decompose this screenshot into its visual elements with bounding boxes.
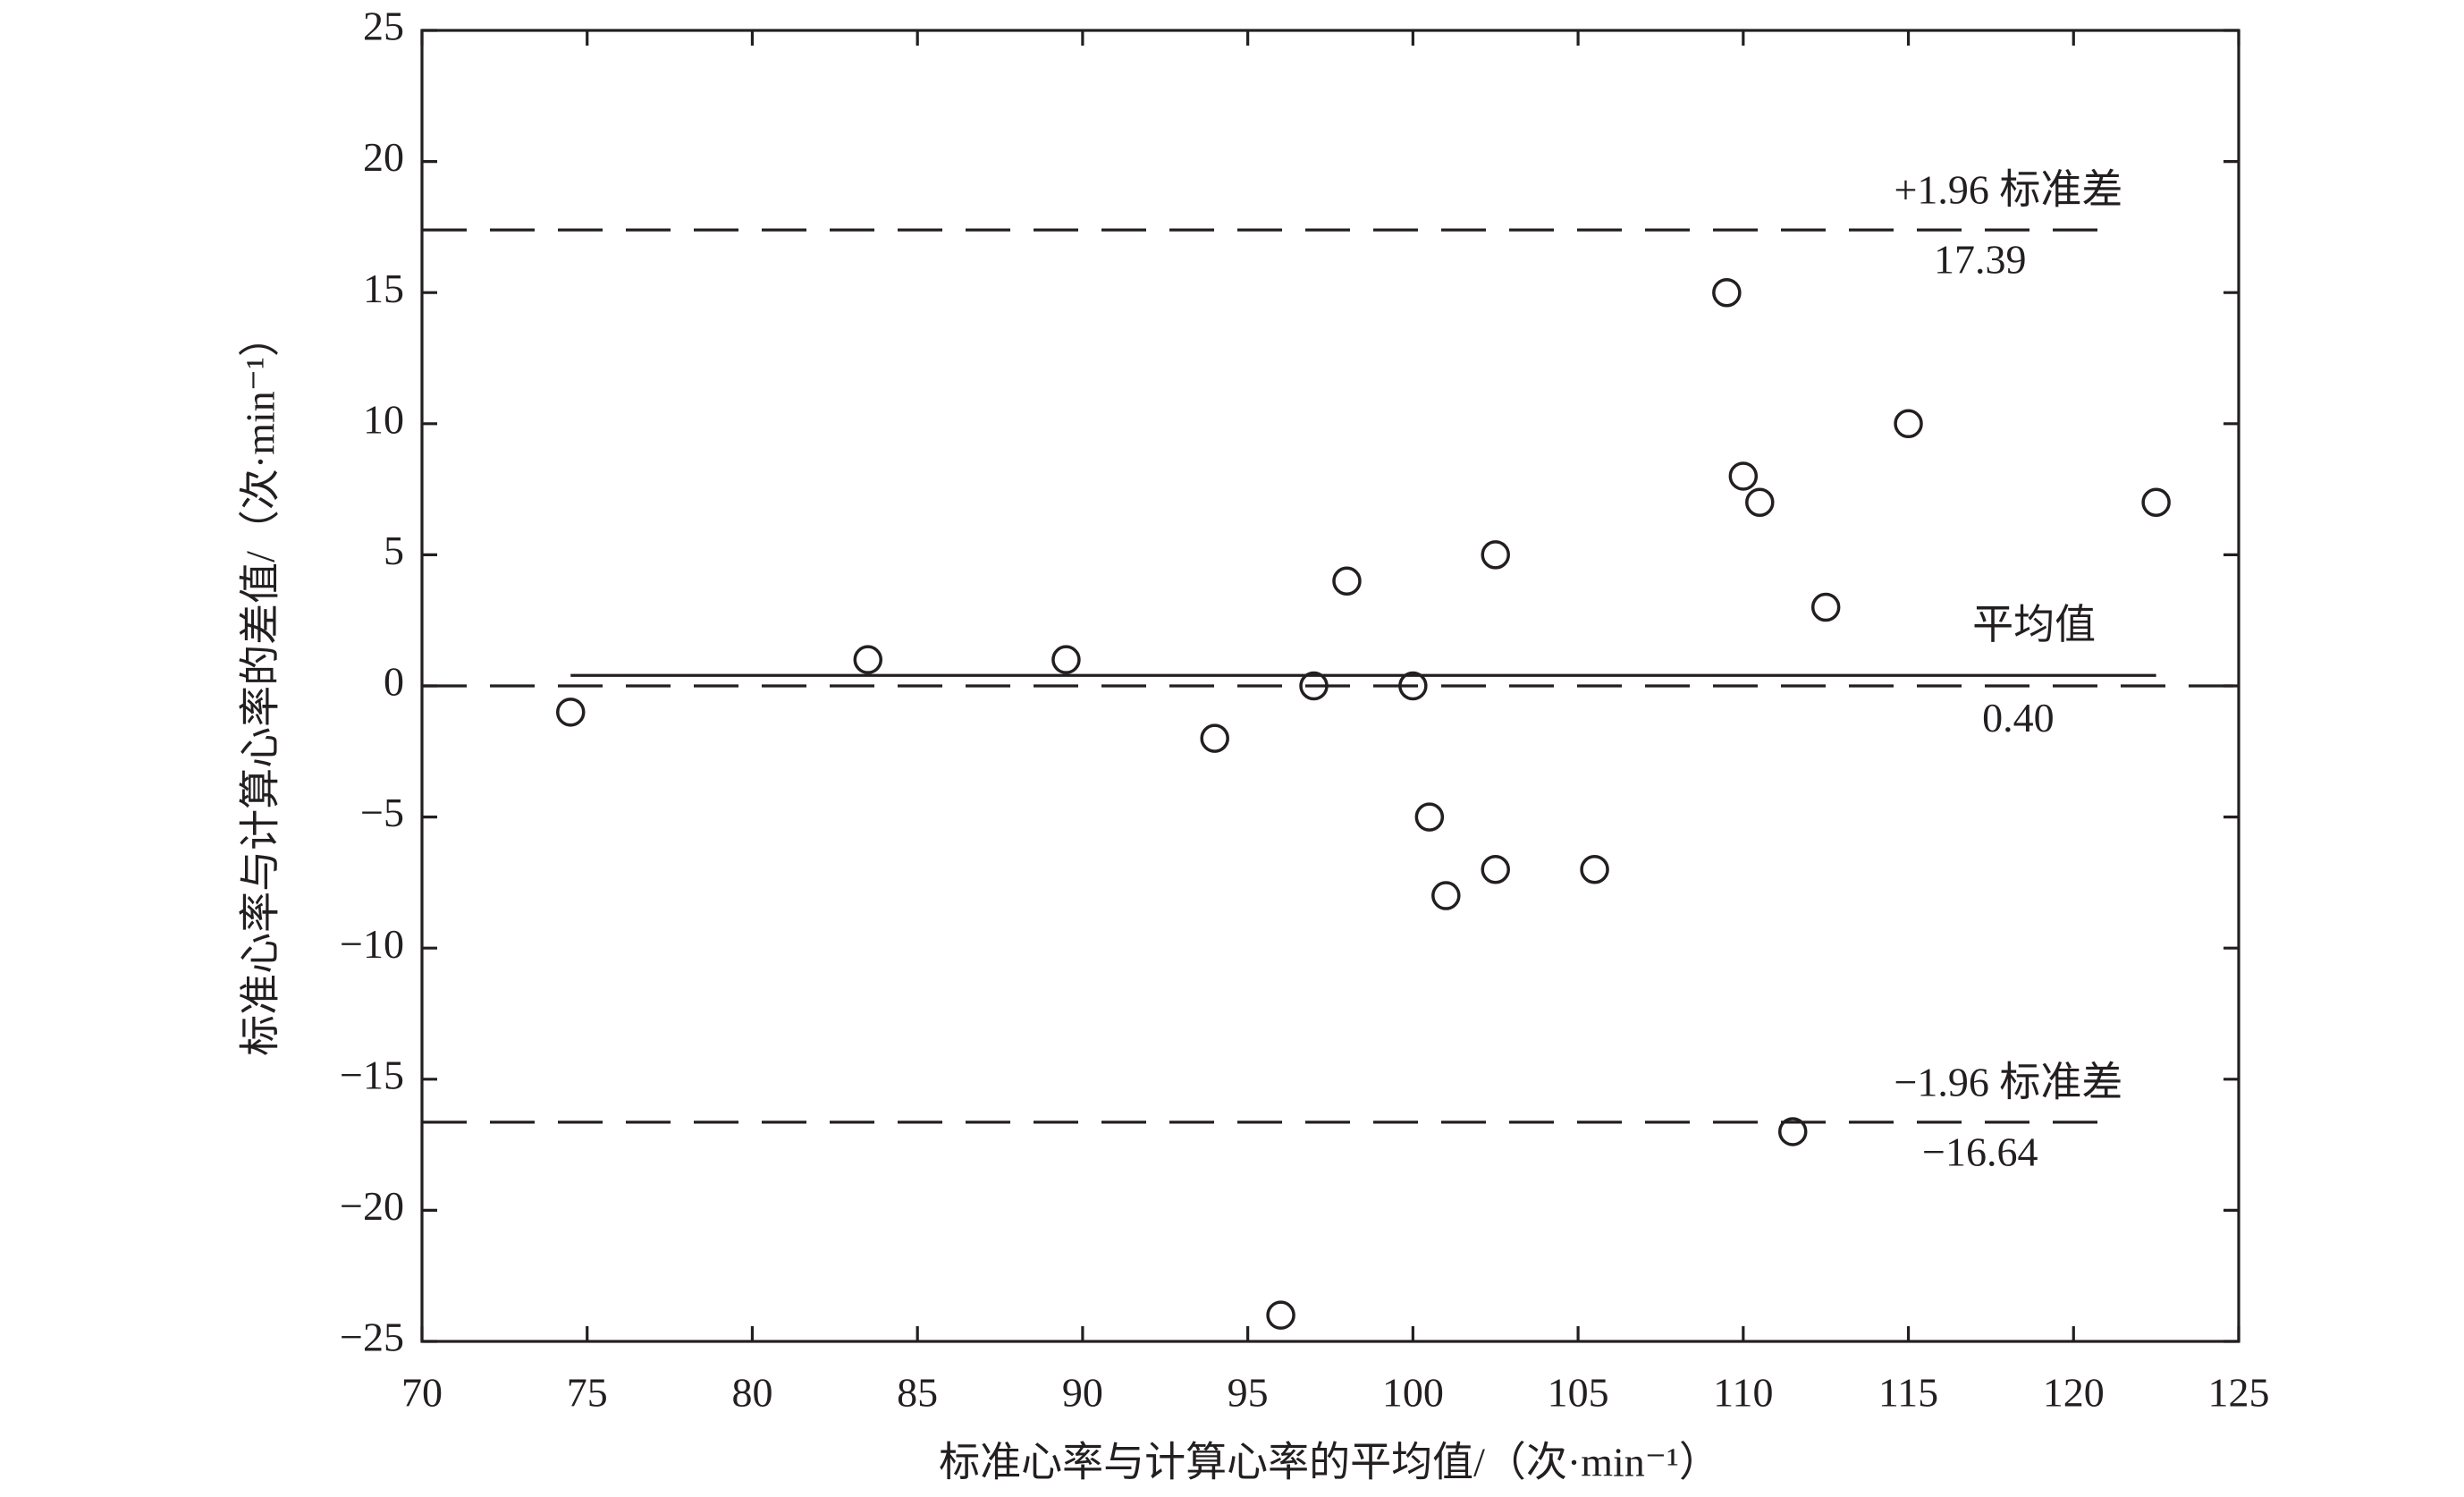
point xyxy=(1481,854,1510,884)
y-axis-title: 标准心率与计算心率的差值/（次·min⁻¹） xyxy=(238,316,283,1056)
reference-value-label: 17.39 xyxy=(1934,237,2027,283)
x-tick-label: 70 xyxy=(401,1370,443,1416)
y-tick-label: −10 xyxy=(340,921,404,967)
point xyxy=(1299,671,1329,701)
point xyxy=(1894,409,1923,439)
y-tick-label: 0 xyxy=(384,659,404,705)
x-tick-label: 125 xyxy=(2208,1370,2270,1416)
point xyxy=(1580,854,1609,884)
reference-value-label: 0.40 xyxy=(1982,695,2055,740)
point xyxy=(1712,277,1742,308)
reference-label: +1.96 标准差 xyxy=(1894,167,2122,213)
point xyxy=(1200,723,1229,753)
point xyxy=(556,698,586,727)
y-tick-label: −20 xyxy=(340,1183,404,1229)
y-tick-label: 25 xyxy=(363,4,404,49)
point xyxy=(2141,487,2171,518)
point xyxy=(853,645,883,674)
reference-value-label: −16.64 xyxy=(1922,1129,2038,1174)
x-tick-label: 115 xyxy=(1878,1370,1938,1416)
y-tick-label: 20 xyxy=(363,134,404,180)
x-axis-title: 标准心率与计算心率的平均值/（次·min⁻¹） xyxy=(939,1440,1720,1485)
x-tick-label: 105 xyxy=(1548,1370,1609,1416)
x-tick-label: 75 xyxy=(567,1370,608,1416)
reference-label: 平均值 xyxy=(1972,602,2096,647)
x-tick-label: 110 xyxy=(1713,1370,1773,1416)
reference-label: −1.96 标准差 xyxy=(1894,1059,2122,1104)
point xyxy=(1481,540,1510,570)
y-tick-label: 10 xyxy=(363,396,404,442)
point xyxy=(1266,1300,1295,1330)
x-tick-label: 120 xyxy=(2043,1370,2105,1416)
y-tick-label: 5 xyxy=(384,528,404,573)
x-tick-label: 100 xyxy=(1382,1370,1444,1416)
point xyxy=(1810,592,1841,622)
point xyxy=(1777,1117,1808,1146)
y-tick-label: −25 xyxy=(340,1315,404,1360)
point xyxy=(1431,881,1461,910)
point xyxy=(1398,671,1428,701)
y-tick-label: −5 xyxy=(360,790,404,835)
point xyxy=(1332,566,1362,596)
y-tick-label: 15 xyxy=(363,266,404,311)
x-tick-label: 95 xyxy=(1228,1370,1269,1416)
point xyxy=(1728,461,1759,491)
point xyxy=(1745,487,1775,518)
x-tick-label: 85 xyxy=(897,1370,938,1416)
y-tick-label: −15 xyxy=(340,1052,404,1097)
x-tick-label: 90 xyxy=(1062,1370,1103,1416)
x-tick-label: 80 xyxy=(731,1370,772,1416)
point xyxy=(1414,802,1445,832)
point xyxy=(1051,645,1081,674)
